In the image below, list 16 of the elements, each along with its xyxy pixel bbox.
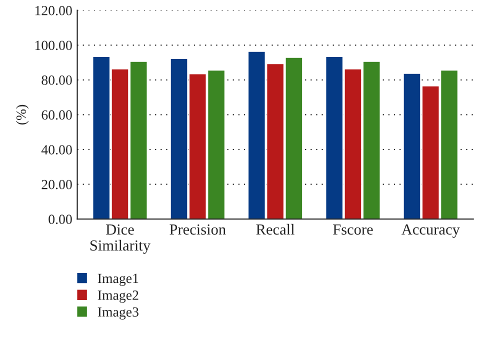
- y-tick-label: 60.00: [42, 110, 72, 120]
- x-tick-label: Accuracy: [402, 224, 460, 238]
- y-tick-label: 120.00: [35, 6, 72, 16]
- y-axis-title: (%): [16, 104, 29, 125]
- x-tick-label: Recall: [256, 224, 295, 235]
- legend-label: Image2: [98, 290, 138, 303]
- x-tick-label: Precision: [170, 224, 226, 235]
- legend-label: Image1: [98, 274, 138, 286]
- x-tick-label: Dice Similarity: [90, 224, 150, 254]
- y-tick-label: 100.00: [35, 40, 72, 50]
- y-tick-label: 0.00: [48, 214, 72, 224]
- y-tick-label: 80.00: [42, 76, 72, 85]
- x-tick-label: Fscore: [333, 224, 373, 235]
- y-tick-label: 20.00: [42, 180, 72, 190]
- legend-label: Image3: [98, 307, 138, 320]
- y-tick-label: 40.00: [41, 145, 72, 155]
